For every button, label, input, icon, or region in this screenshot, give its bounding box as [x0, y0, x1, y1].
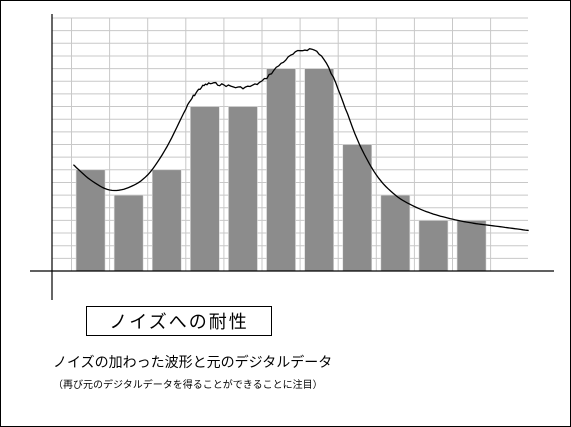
caption-main: ノイズの加わった波形と元のデジタルデータ [53, 355, 333, 371]
caption-note: （再び元のデジタルデータを得ることができることに注目） [53, 380, 323, 391]
data-bar [380, 194, 411, 272]
digital-data-bars [75, 68, 487, 272]
data-bar [228, 106, 258, 272]
data-bar [304, 68, 334, 272]
data-bar [266, 68, 296, 272]
data-bar [418, 220, 449, 272]
noisy-waveform-line [72, 48, 529, 232]
data-bar [75, 169, 106, 272]
chart-axes [30, 14, 554, 300]
data-bar [151, 169, 182, 272]
noise-tolerance-title: ノイズへの耐性 [86, 306, 272, 336]
data-bar [113, 194, 144, 272]
data-bar [342, 144, 373, 272]
noise-tolerance-title-text: ノイズへの耐性 [109, 312, 249, 333]
noise-waveform-chart [30, 14, 554, 300]
data-bar [456, 220, 487, 272]
data-bar [190, 106, 220, 272]
